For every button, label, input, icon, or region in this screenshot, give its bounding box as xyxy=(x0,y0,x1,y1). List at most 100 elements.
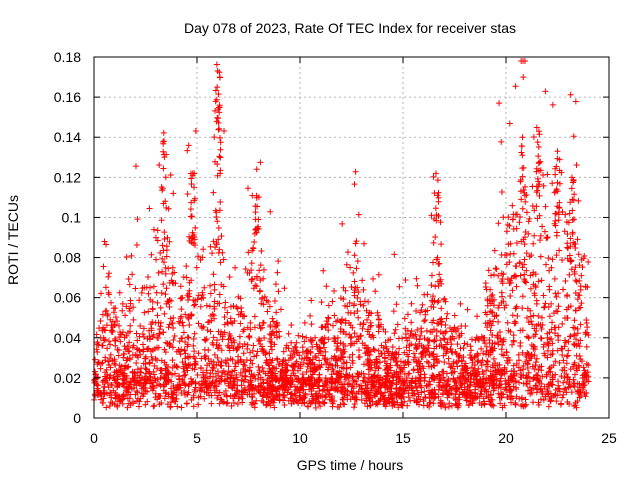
data-point xyxy=(535,153,542,160)
data-point xyxy=(288,339,295,346)
data-point xyxy=(253,397,260,404)
data-point xyxy=(211,362,218,369)
data-point xyxy=(184,190,191,197)
data-point xyxy=(317,403,324,410)
data-point xyxy=(366,309,373,316)
data-point xyxy=(248,399,255,406)
data-point xyxy=(256,288,263,295)
data-point xyxy=(210,238,217,245)
data-point xyxy=(178,404,185,411)
data-point xyxy=(177,384,184,391)
data-point xyxy=(573,336,580,343)
data-point xyxy=(318,361,325,368)
data-point xyxy=(553,252,560,259)
data-point xyxy=(490,364,497,371)
data-point xyxy=(331,397,338,404)
data-point xyxy=(216,125,223,132)
data-point xyxy=(538,277,545,284)
data-point xyxy=(150,226,157,233)
data-point xyxy=(129,271,136,278)
data-point xyxy=(291,363,298,370)
data-point xyxy=(367,319,374,326)
data-point xyxy=(405,353,412,360)
data-point xyxy=(438,280,445,287)
data-point xyxy=(341,380,348,387)
data-point xyxy=(207,243,214,250)
data-point xyxy=(365,348,372,355)
data-point xyxy=(114,318,121,325)
data-point xyxy=(404,337,411,344)
data-point xyxy=(275,328,282,335)
data-point xyxy=(406,347,413,354)
data-point xyxy=(564,399,571,406)
data-point xyxy=(488,272,495,279)
data-point xyxy=(320,267,327,274)
data-point xyxy=(513,239,520,246)
data-point xyxy=(301,400,308,407)
data-point xyxy=(497,384,504,391)
data-point xyxy=(517,343,524,350)
data-point xyxy=(195,292,202,299)
data-point xyxy=(228,335,235,342)
data-point xyxy=(322,394,329,401)
data-point xyxy=(370,346,377,353)
data-point xyxy=(360,370,367,377)
data-point xyxy=(508,275,515,282)
data-point xyxy=(147,374,154,381)
data-point xyxy=(571,371,578,378)
data-point xyxy=(112,335,119,342)
data-point xyxy=(284,362,291,369)
data-point xyxy=(116,322,123,329)
data-point xyxy=(211,286,218,293)
data-point xyxy=(122,312,129,319)
data-point xyxy=(537,396,544,403)
data-point xyxy=(191,355,198,362)
data-point xyxy=(107,316,114,323)
data-point xyxy=(465,401,472,408)
data-point xyxy=(373,356,380,363)
data-point xyxy=(218,376,225,383)
data-point xyxy=(172,280,179,287)
data-point xyxy=(164,234,171,241)
data-point xyxy=(380,400,387,407)
data-point xyxy=(307,357,314,364)
data-point xyxy=(335,371,342,378)
data-point xyxy=(403,375,410,382)
x-tick-label: 10 xyxy=(292,430,308,446)
data-point xyxy=(143,376,150,383)
data-point xyxy=(343,365,350,372)
data-point xyxy=(487,327,494,334)
data-point xyxy=(195,394,202,401)
data-point xyxy=(552,188,559,195)
data-point xyxy=(242,389,249,396)
data-point xyxy=(503,228,510,235)
data-point xyxy=(437,399,444,406)
data-point xyxy=(535,278,542,285)
data-point xyxy=(161,259,168,266)
data-point xyxy=(355,388,362,395)
data-point xyxy=(188,239,195,246)
data-point xyxy=(431,395,438,402)
data-point xyxy=(161,346,168,353)
data-point xyxy=(424,336,431,343)
data-point xyxy=(285,378,292,385)
data-point xyxy=(276,396,283,403)
data-point xyxy=(292,344,299,351)
data-point xyxy=(447,346,454,353)
data-point xyxy=(349,373,356,380)
data-point xyxy=(338,364,345,371)
data-point xyxy=(92,378,99,385)
data-point xyxy=(201,395,208,402)
data-point xyxy=(344,396,351,403)
data-point xyxy=(140,360,147,367)
data-point xyxy=(382,367,389,374)
data-point xyxy=(338,354,345,361)
data-point xyxy=(539,390,546,397)
data-point xyxy=(177,295,184,302)
data-point xyxy=(264,380,271,387)
data-point xyxy=(201,380,208,387)
data-point xyxy=(227,303,234,310)
data-point xyxy=(397,375,404,382)
data-point xyxy=(429,372,436,379)
data-point xyxy=(410,350,417,357)
